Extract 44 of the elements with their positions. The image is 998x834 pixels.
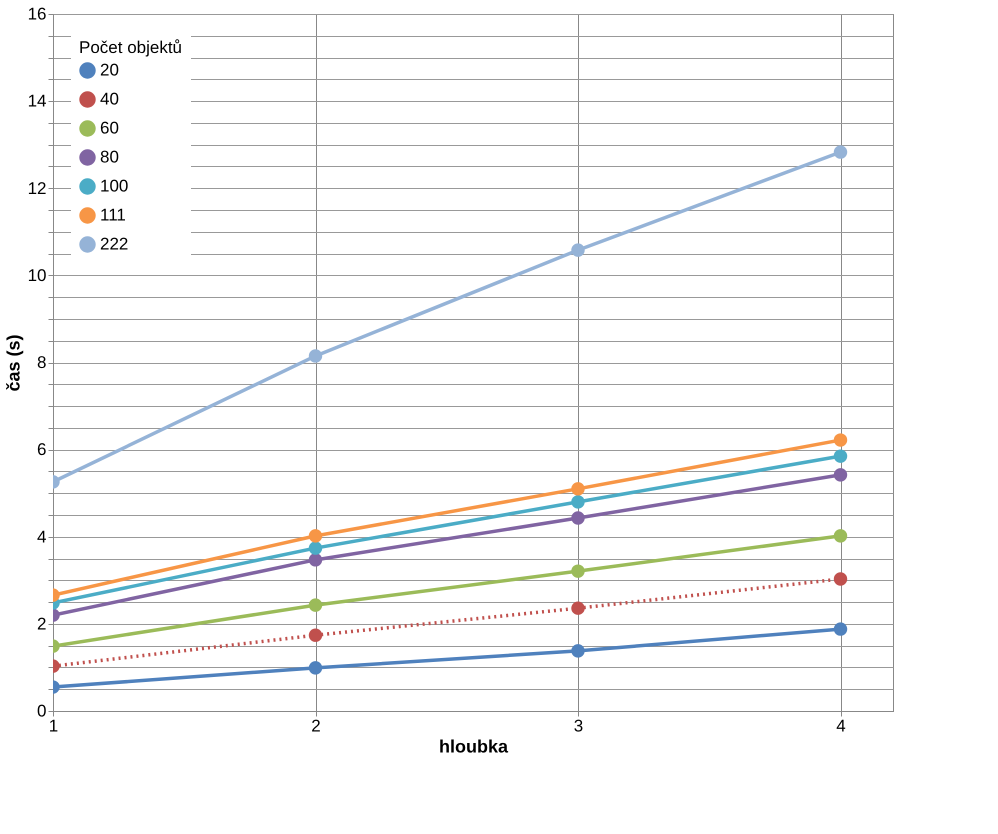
- point: [308, 349, 322, 363]
- point: [834, 529, 848, 543]
- y-tick-label: 8: [37, 353, 46, 372]
- point: [308, 661, 322, 675]
- point: [308, 541, 322, 555]
- point: [571, 564, 585, 578]
- legend-label: 20: [100, 60, 119, 80]
- x-tick-label: 1: [48, 716, 58, 736]
- point: [571, 495, 585, 509]
- legend-label: 40: [100, 90, 119, 108]
- point: [571, 482, 585, 496]
- x-axis-title: hloubka: [438, 736, 509, 756]
- point: [834, 145, 848, 159]
- y-tick-label: 4: [37, 527, 46, 546]
- point: [308, 628, 322, 642]
- y-tick-label: 16: [28, 4, 46, 24]
- y-tick-label: 2: [37, 614, 46, 634]
- point: [571, 243, 585, 257]
- point: [308, 553, 322, 567]
- point: [834, 572, 848, 586]
- point: [571, 602, 585, 615]
- legend-label: 111: [100, 206, 126, 224]
- point: [571, 644, 585, 658]
- point: [834, 449, 848, 463]
- point: [834, 468, 848, 482]
- legend-label: 80: [100, 148, 119, 166]
- legend-label: 100: [100, 176, 128, 196]
- point: [571, 511, 585, 525]
- y-tick-label: 14: [28, 92, 46, 111]
- legend-title: Počet objektů: [79, 38, 182, 57]
- y-tick-label: 0: [37, 702, 46, 720]
- y-tick-label: 6: [37, 440, 46, 460]
- y-axis-title: čas (s): [4, 334, 24, 392]
- x-tick-label: 4: [836, 716, 846, 736]
- point: [834, 622, 848, 636]
- y-tick-label: 10: [28, 266, 46, 285]
- y-tick-label: 12: [28, 178, 46, 198]
- x-tick-label: 3: [574, 716, 584, 736]
- x-tick-label: 2: [311, 716, 321, 736]
- point: [308, 598, 322, 612]
- legend-label: 222: [100, 234, 128, 254]
- legend-label: 60: [100, 118, 119, 138]
- point: [834, 433, 848, 447]
- point: [308, 529, 322, 543]
